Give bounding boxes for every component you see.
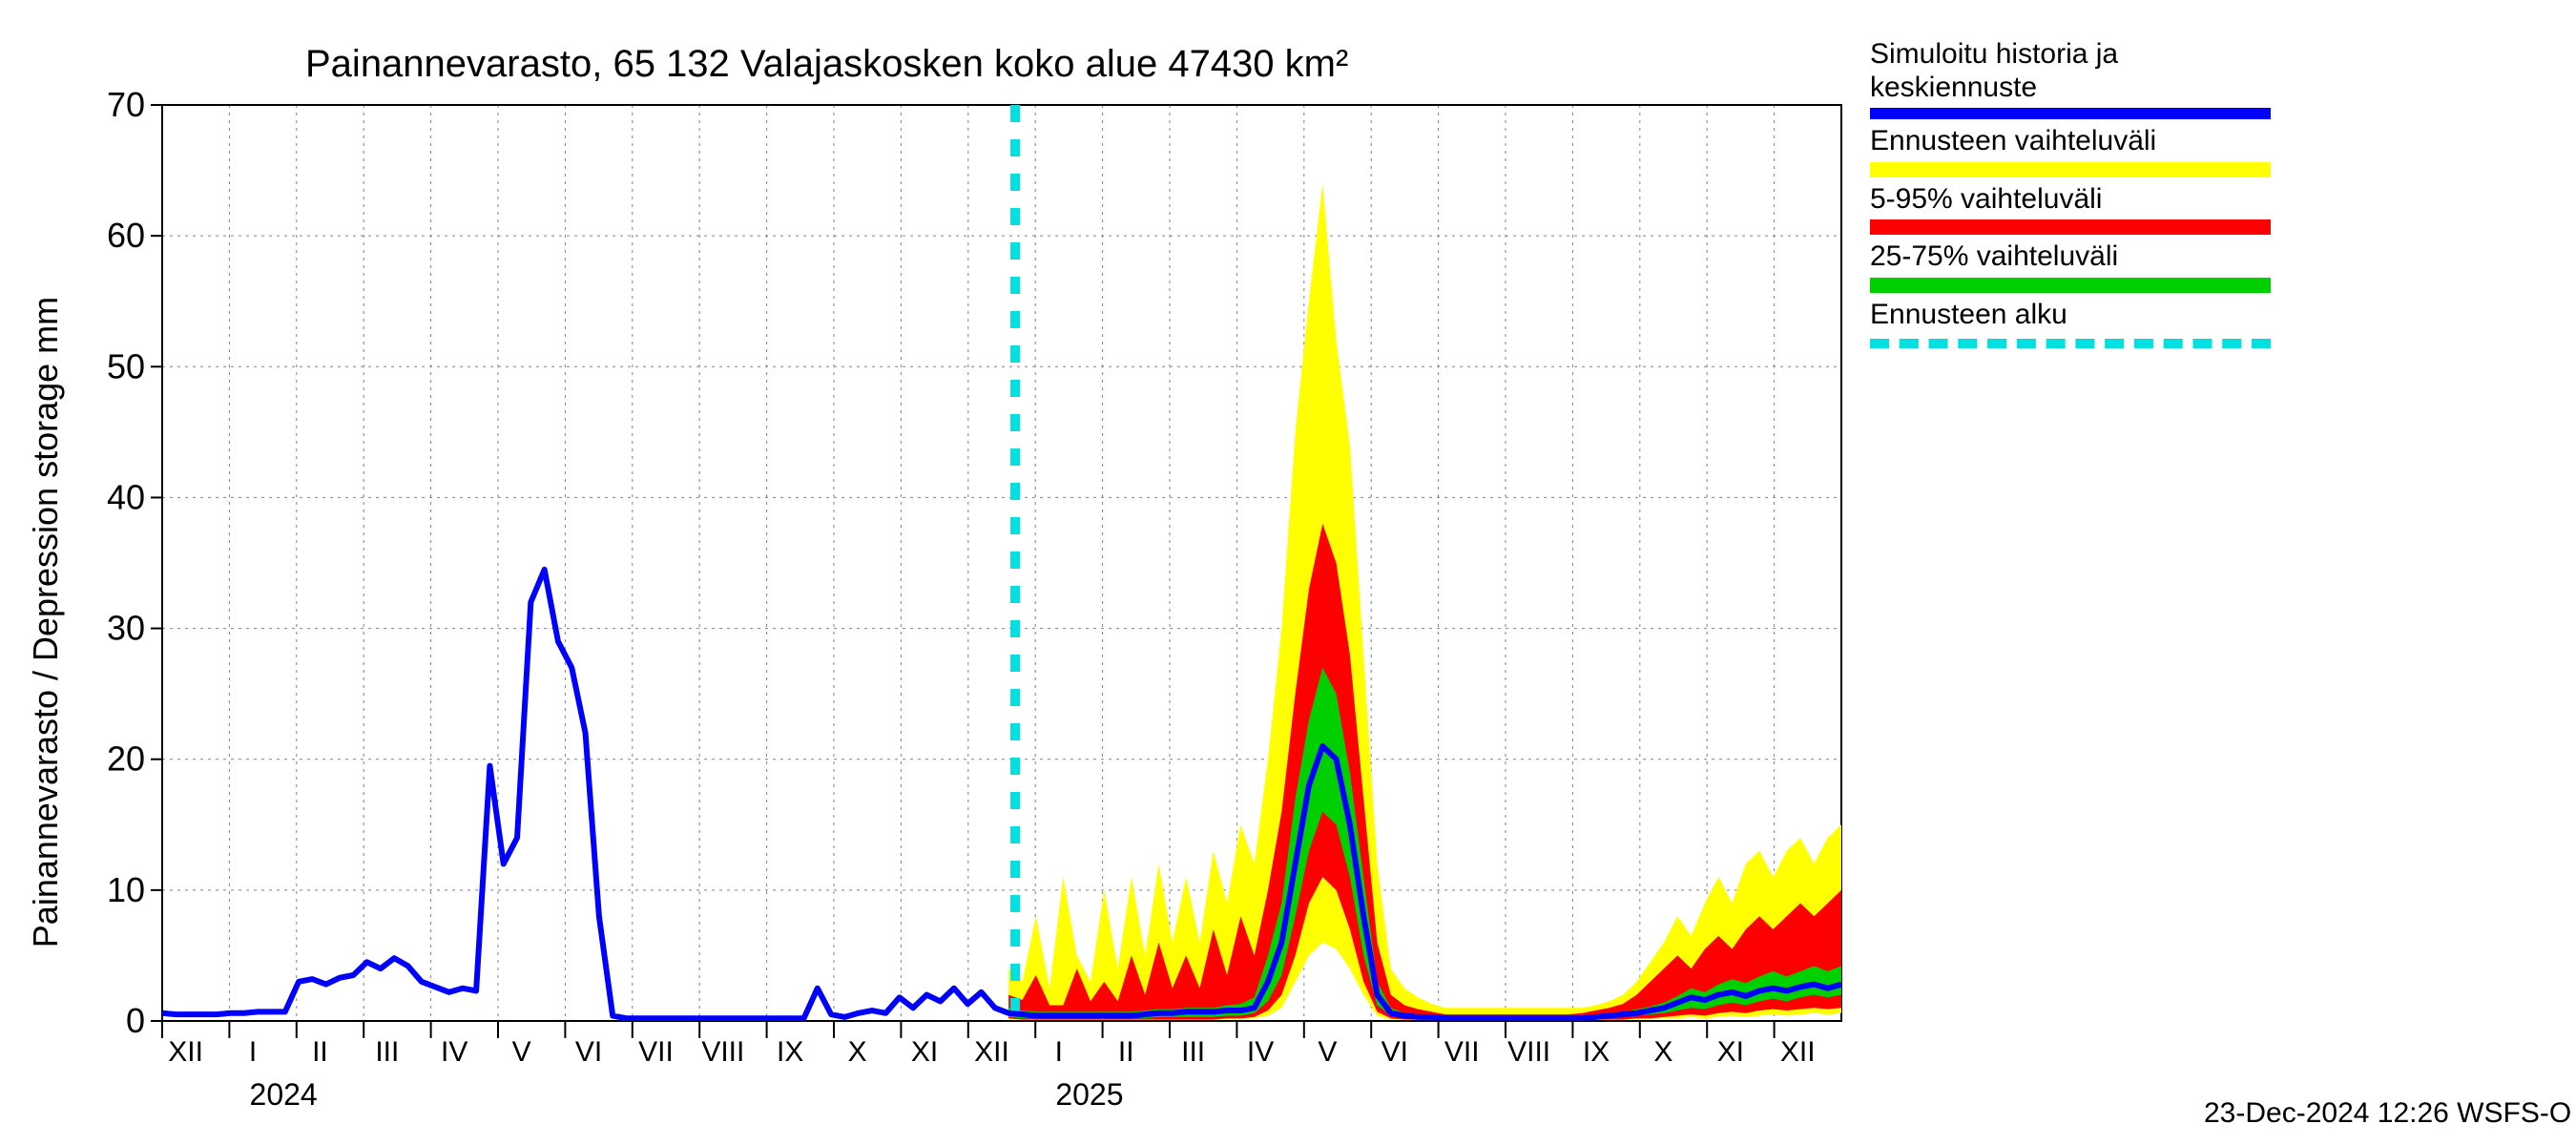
legend-label: Ennusteen vaihteluväli (1870, 125, 2538, 158)
svg-text:X: X (848, 1036, 867, 1068)
svg-text:VII: VII (638, 1036, 674, 1068)
legend-swatch (1870, 162, 2271, 177)
svg-text:20: 20 (107, 739, 145, 779)
svg-text:IX: IX (1583, 1036, 1610, 1068)
svg-text:VII: VII (1444, 1036, 1480, 1068)
svg-text:10: 10 (107, 870, 145, 909)
svg-text:II: II (1118, 1036, 1134, 1068)
svg-text:2025: 2025 (1055, 1077, 1123, 1112)
legend-item: Simuloitu historia jakeskiennuste (1870, 38, 2538, 119)
legend-item: 5-95% vaihteluväli (1870, 183, 2538, 236)
legend: Simuloitu historia jakeskiennuste Ennuste… (1870, 38, 2538, 354)
svg-text:IX: IX (777, 1036, 803, 1068)
svg-text:I: I (249, 1036, 257, 1068)
svg-text:II: II (312, 1036, 328, 1068)
legend-item: 25-75% vaihteluväli (1870, 240, 2538, 293)
legend-label: Simuloitu historia jakeskiennuste (1870, 38, 2538, 104)
svg-text:70: 70 (107, 85, 145, 124)
svg-text:Painannevarasto, 65 132 Valaja: Painannevarasto, 65 132 Valajaskosken ko… (305, 43, 1348, 85)
svg-text:60: 60 (107, 216, 145, 255)
svg-text:Painannevarasto / Depression s: Painannevarasto / Depression storage mm (26, 297, 65, 947)
svg-text:0: 0 (126, 1001, 145, 1040)
svg-text:IV: IV (1247, 1036, 1274, 1068)
svg-text:XII: XII (974, 1036, 1009, 1068)
svg-text:XI: XI (1717, 1036, 1744, 1068)
svg-text:2024: 2024 (250, 1077, 318, 1112)
legend-swatch (1870, 339, 2271, 348)
svg-text:V: V (512, 1036, 531, 1068)
legend-swatch (1870, 108, 2271, 119)
legend-swatch (1870, 278, 2271, 293)
chart-container: Painannevarasto / Depression storage mm P… (0, 0, 2576, 1145)
svg-text:VIII: VIII (1507, 1036, 1550, 1068)
svg-text:VIII: VIII (701, 1036, 744, 1068)
legend-item: Ennusteen alku (1870, 299, 2538, 349)
legend-label: 25-75% vaihteluväli (1870, 240, 2538, 274)
svg-text:VI: VI (575, 1036, 602, 1068)
svg-text:III: III (375, 1036, 399, 1068)
footer-timestamp: 23-Dec-2024 12:26 WSFS-O (2204, 1097, 2571, 1130)
legend-swatch (1870, 219, 2271, 235)
legend-label: Ennusteen alku (1870, 299, 2538, 332)
svg-text:XI: XI (911, 1036, 938, 1068)
svg-text:50: 50 (107, 346, 145, 385)
svg-text:VI: VI (1381, 1036, 1408, 1068)
svg-text:I: I (1055, 1036, 1063, 1068)
svg-text:III: III (1181, 1036, 1205, 1068)
svg-text:V: V (1318, 1036, 1337, 1068)
svg-text:40: 40 (107, 477, 145, 516)
svg-text:30: 30 (107, 609, 145, 648)
legend-item: Ennusteen vaihteluväli (1870, 125, 2538, 177)
svg-text:IV: IV (441, 1036, 467, 1068)
legend-label: 5-95% vaihteluväli (1870, 183, 2538, 217)
svg-text:XII: XII (1780, 1036, 1816, 1068)
svg-text:XII: XII (168, 1036, 203, 1068)
svg-text:X: X (1653, 1036, 1672, 1068)
